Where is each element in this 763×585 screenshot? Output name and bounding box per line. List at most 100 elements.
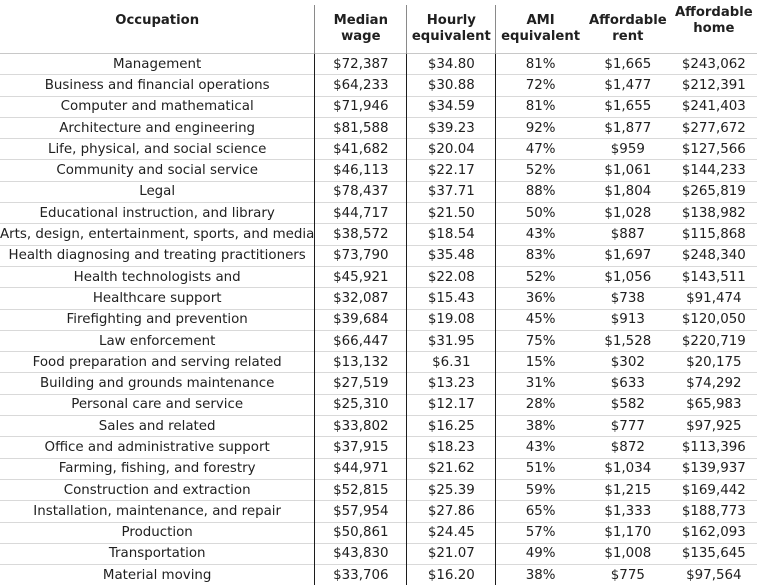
affordable-rent-cell: $1,477	[585, 75, 671, 96]
table-header: Occupation Median wage Hourly equivalent…	[0, 5, 757, 54]
table-row: Arts, design, entertainment, sports, and…	[0, 224, 757, 245]
hourly-equivalent-cell: $21.50	[407, 203, 496, 224]
hourly-equivalent-cell: $35.48	[407, 245, 496, 266]
median-wage-cell: $33,802	[315, 416, 407, 437]
median-wage-cell: $37,915	[315, 437, 407, 458]
ami-equivalent-cell: 50%	[496, 203, 585, 224]
hourly-equivalent-cell: $16.25	[407, 416, 496, 437]
occupation-cell: Community and social service	[0, 160, 315, 181]
affordable-rent-cell: $1,665	[585, 54, 671, 75]
affordable-home-cell: $113,396	[671, 437, 757, 458]
median-wage-cell: $25,310	[315, 394, 407, 415]
ami-equivalent-cell: 59%	[496, 479, 585, 500]
hourly-equivalent-cell: $37.71	[407, 181, 496, 202]
affordable-home-cell: $74,292	[671, 373, 757, 394]
hourly-equivalent-cell: $22.08	[407, 266, 496, 287]
ami-equivalent-cell: 31%	[496, 373, 585, 394]
hourly-equivalent-cell: $19.08	[407, 309, 496, 330]
header-median-wage: Median wage	[315, 5, 407, 54]
ami-equivalent-cell: 81%	[496, 54, 585, 75]
affordable-home-cell: $91,474	[671, 288, 757, 309]
affordable-rent-cell: $1,061	[585, 160, 671, 181]
median-wage-cell: $38,572	[315, 224, 407, 245]
affordable-rent-cell: $1,697	[585, 245, 671, 266]
occupation-cell: Building and grounds maintenance	[0, 373, 315, 394]
affordable-home-cell: $277,672	[671, 117, 757, 138]
affordable-rent-cell: $302	[585, 352, 671, 373]
median-wage-cell: $33,706	[315, 565, 407, 585]
table-row: Food preparation and serving related$13,…	[0, 352, 757, 373]
occupation-cell: Transportation	[0, 543, 315, 564]
affordable-home-cell: $97,925	[671, 416, 757, 437]
header-hourly-line2: equivalent	[412, 29, 491, 44]
table-row: Firefighting and prevention$39,684$19.08…	[0, 309, 757, 330]
median-wage-cell: $52,815	[315, 479, 407, 500]
table-row: Community and social service$46,113$22.1…	[0, 160, 757, 181]
hourly-equivalent-cell: $20.04	[407, 139, 496, 160]
affordable-home-cell: $65,983	[671, 394, 757, 415]
occupation-cell: Office and administrative support	[0, 437, 315, 458]
table-row: Life, physical, and social science$41,68…	[0, 139, 757, 160]
header-hourly-equivalent: Hourly equivalent	[407, 5, 496, 54]
occupation-cell: Health diagnosing and treating practitio…	[0, 245, 315, 266]
header-ami-line2: equivalent	[501, 29, 580, 44]
occupation-cell: Construction and extraction	[0, 479, 315, 500]
affordable-rent-cell: $1,008	[585, 543, 671, 564]
ami-equivalent-cell: 88%	[496, 181, 585, 202]
affordable-home-cell: $241,403	[671, 96, 757, 117]
table-row: Installation, maintenance, and repair$57…	[0, 501, 757, 522]
median-wage-cell: $57,954	[315, 501, 407, 522]
hourly-equivalent-cell: $39.23	[407, 117, 496, 138]
affordable-home-cell: $135,645	[671, 543, 757, 564]
affordable-rent-cell: $1,655	[585, 96, 671, 117]
affordable-rent-cell: $1,028	[585, 203, 671, 224]
affordable-rent-cell: $913	[585, 309, 671, 330]
median-wage-cell: $73,790	[315, 245, 407, 266]
affordable-rent-cell: $1,034	[585, 458, 671, 479]
ami-equivalent-cell: 72%	[496, 75, 585, 96]
ami-equivalent-cell: 52%	[496, 160, 585, 181]
hourly-equivalent-cell: $34.59	[407, 96, 496, 117]
ami-equivalent-cell: 51%	[496, 458, 585, 479]
affordable-rent-cell: $738	[585, 288, 671, 309]
ami-equivalent-cell: 65%	[496, 501, 585, 522]
occupation-cell: Sales and related	[0, 416, 315, 437]
median-wage-cell: $66,447	[315, 330, 407, 351]
header-ami-line1: AMI	[526, 13, 554, 28]
hourly-equivalent-cell: $34.80	[407, 54, 496, 75]
hourly-equivalent-cell: $22.17	[407, 160, 496, 181]
median-wage-cell: $39,684	[315, 309, 407, 330]
occupation-cell: Architecture and engineering	[0, 117, 315, 138]
hourly-equivalent-cell: $24.45	[407, 522, 496, 543]
affordable-home-cell: $169,442	[671, 479, 757, 500]
table-row: Construction and extraction$52,815$25.39…	[0, 479, 757, 500]
median-wage-cell: $44,717	[315, 203, 407, 224]
header-rent-line1: Affordable	[589, 13, 667, 28]
affordable-rent-cell: $1,528	[585, 330, 671, 351]
affordable-home-cell: $265,819	[671, 181, 757, 202]
hourly-equivalent-cell: $30.88	[407, 75, 496, 96]
hourly-equivalent-cell: $21.07	[407, 543, 496, 564]
occupation-cell: Computer and mathematical	[0, 96, 315, 117]
hourly-equivalent-cell: $25.39	[407, 479, 496, 500]
affordable-rent-cell: $959	[585, 139, 671, 160]
occupation-cell: Production	[0, 522, 315, 543]
median-wage-cell: $46,113	[315, 160, 407, 181]
table-row: Architecture and engineering$81,588$39.2…	[0, 117, 757, 138]
ami-equivalent-cell: 38%	[496, 565, 585, 585]
occupation-cell: Farming, fishing, and forestry	[0, 458, 315, 479]
header-row: Occupation Median wage Hourly equivalent…	[0, 5, 757, 54]
hourly-equivalent-cell: $12.17	[407, 394, 496, 415]
hourly-equivalent-cell: $31.95	[407, 330, 496, 351]
affordable-rent-cell: $1,215	[585, 479, 671, 500]
median-wage-cell: $72,387	[315, 54, 407, 75]
occupation-cell: Legal	[0, 181, 315, 202]
table-row: Farming, fishing, and forestry$44,971$21…	[0, 458, 757, 479]
